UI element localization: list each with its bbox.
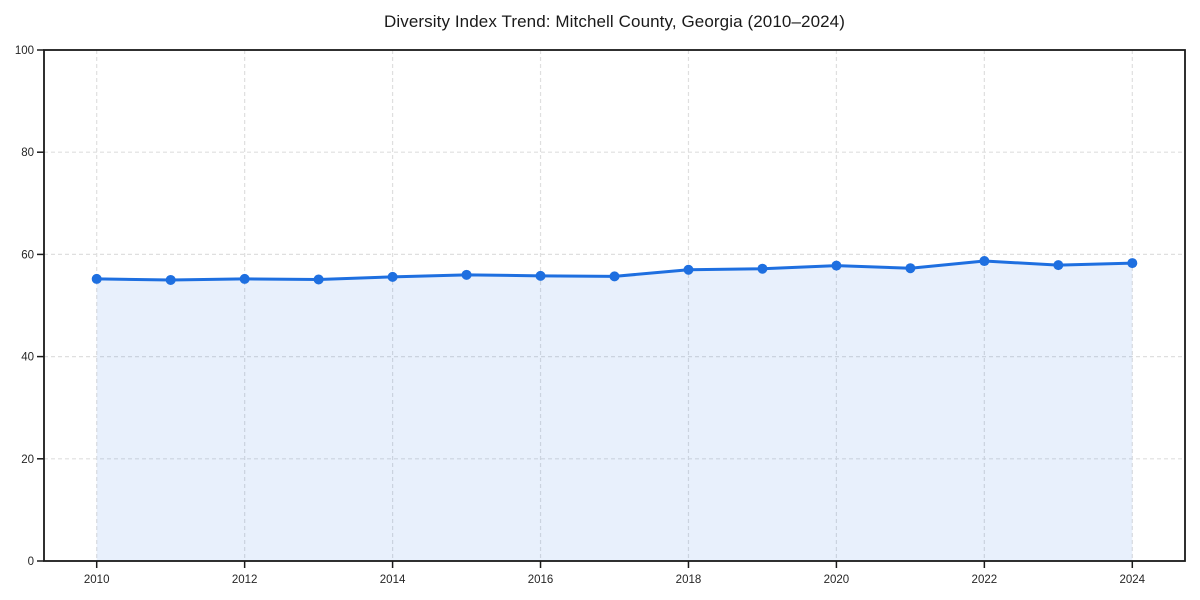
plot-frame bbox=[43, 49, 1186, 562]
chart-title: Diversity Index Trend: Mitchell County, … bbox=[383, 12, 846, 31]
x-tick-label: 2010 bbox=[84, 574, 110, 586]
data-point bbox=[535, 270, 546, 281]
area-fill bbox=[96, 261, 1133, 561]
y-tick-label: 20 bbox=[21, 454, 34, 466]
data-point bbox=[683, 264, 694, 275]
y-tick-label: 40 bbox=[21, 352, 34, 364]
data-point bbox=[905, 263, 916, 274]
x-tick-label: 2024 bbox=[1120, 574, 1146, 586]
data-point bbox=[609, 271, 620, 282]
data-point bbox=[91, 273, 102, 284]
x-tick-label: 2016 bbox=[528, 574, 554, 586]
y-tick-label: 0 bbox=[28, 556, 34, 568]
data-point bbox=[1053, 260, 1064, 271]
data-point bbox=[387, 271, 398, 282]
x-tick-label: 2012 bbox=[232, 574, 258, 586]
data-point bbox=[165, 274, 176, 285]
x-tick-label: 2014 bbox=[380, 574, 406, 586]
data-point bbox=[757, 263, 768, 274]
data-point bbox=[979, 256, 990, 267]
data-point bbox=[313, 274, 324, 285]
x-tick-label: 2022 bbox=[972, 574, 998, 586]
x-tick-label: 2018 bbox=[676, 574, 702, 586]
y-tick-label: 100 bbox=[15, 45, 34, 57]
y-tick-label: 60 bbox=[21, 249, 34, 261]
data-point bbox=[1127, 258, 1138, 269]
data-point bbox=[831, 260, 842, 271]
data-point bbox=[461, 269, 472, 280]
x-tick-label: 2020 bbox=[824, 574, 850, 586]
data-point bbox=[239, 273, 250, 284]
y-tick-label: 80 bbox=[21, 147, 34, 159]
